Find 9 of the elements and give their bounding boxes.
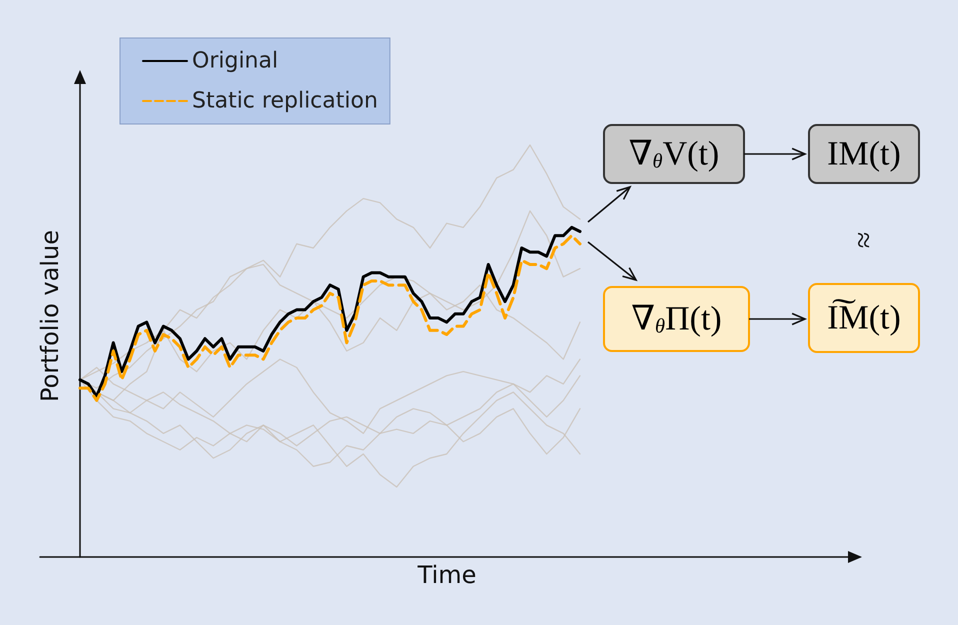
x-axis-title: Time bbox=[416, 561, 476, 589]
legend-label: Original bbox=[192, 48, 278, 74]
legend-label: Static replication bbox=[192, 88, 378, 114]
text: IM(t) bbox=[827, 136, 901, 172]
text: I͠M(t) bbox=[827, 299, 901, 336]
text: ∇θΠ(t) bbox=[631, 300, 722, 338]
text: ∇θV(t) bbox=[628, 136, 720, 173]
y-axis-title: Portfolio value bbox=[36, 230, 64, 402]
text: ≈ bbox=[848, 232, 880, 248]
